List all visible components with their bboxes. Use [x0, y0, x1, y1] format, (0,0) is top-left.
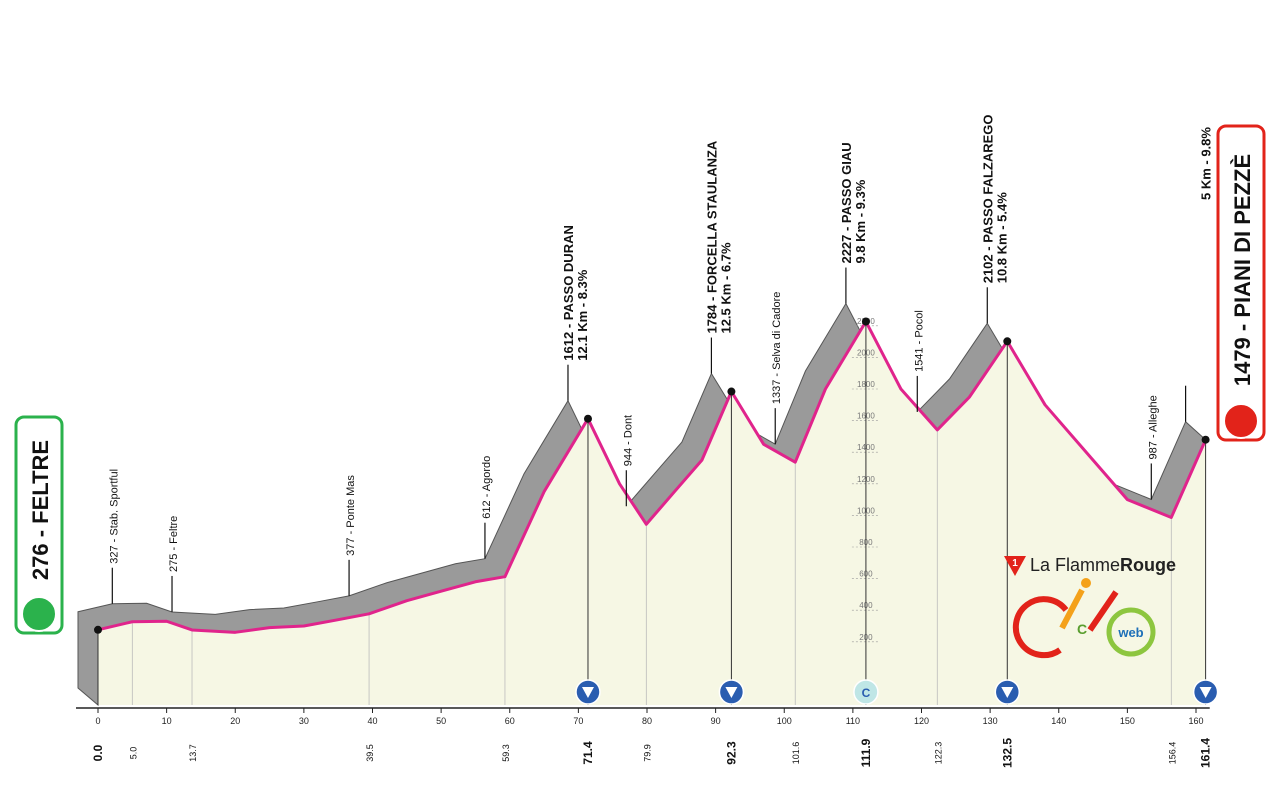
waypoint-km: 0.0 [91, 744, 105, 761]
waypoint-note: 9.8 Km - 9.3% [853, 179, 868, 263]
waypoint-note: 10.8 Km - 5.4% [994, 192, 1009, 283]
start-box [14, 415, 64, 635]
waypoint-name: 275 - Feltre [168, 516, 180, 572]
waypoint-note: 12.5 Km - 6.7% [718, 242, 733, 333]
logo-flamme: La FlammeRouge [1030, 555, 1176, 575]
x-tick-label: 120 [914, 716, 929, 726]
waypoint-name: 377 - Ponte Mas [345, 475, 357, 556]
logo-wheel [1106, 607, 1156, 657]
waypoint-marker [853, 679, 879, 705]
x-tick-label: 80 [642, 716, 652, 726]
waypoint-km: 59.3 [501, 744, 511, 762]
x-tick-label: 20 [230, 716, 240, 726]
marker-arrow [581, 687, 594, 698]
logo-rouge-part: Rouge [1120, 555, 1176, 575]
finish-label: 1479 - PIANI DI PEZZÈ [1230, 154, 1255, 386]
summit-dot [1003, 337, 1012, 346]
waypoint-name: 987 - Alleghe [1147, 395, 1159, 459]
summit-dot [861, 317, 870, 326]
waypoint-km: 5.0 [128, 747, 138, 760]
start-label: 276 - FELTRE [28, 440, 53, 580]
logo-arc [1012, 596, 1069, 659]
logo: 1 La FlammeRouge C web [1004, 555, 1176, 659]
logo-stroke-2 [1087, 590, 1119, 632]
x-tick-label: 40 [367, 716, 377, 726]
waypoint-name: 1337 - Selva di Cadore [771, 292, 783, 405]
x-tick-label: 50 [436, 716, 446, 726]
profile-line [97, 320, 1207, 634]
waypoint-km: 101.6 [791, 742, 801, 765]
x-tick-label: 140 [1051, 716, 1066, 726]
logo-flamme-part: La Flamme [1030, 555, 1120, 575]
waypoint-name: 2102 - PASSO FALZAREGO [980, 114, 995, 283]
x-tick-label: 160 [1188, 716, 1203, 726]
x-tick-label: 70 [573, 716, 583, 726]
logo-stroke [1059, 588, 1085, 630]
summit-dot [583, 414, 592, 423]
waypoint-km: 156.4 [1167, 742, 1177, 765]
waypoint-name: 1612 - PASSO DURAN [561, 225, 576, 361]
waypoint-km: 122.3 [933, 742, 943, 765]
waypoint-km: 71.4 [581, 741, 595, 765]
waypoint-name: 1784 - FORCELLA STAULANZA [704, 140, 719, 333]
x-tick-label: 130 [983, 716, 998, 726]
x-tick-label: 110 [846, 716, 860, 726]
x-tick-label: 10 [162, 716, 172, 726]
marker-arrow [1199, 687, 1212, 698]
x-tick-label: 0 [95, 716, 100, 726]
x-tick-label: 90 [711, 716, 721, 726]
x-tick-label: 30 [299, 716, 309, 726]
marker-arrow [1001, 687, 1014, 698]
waypoint-km: 39.5 [365, 744, 375, 762]
summit-dot [1201, 435, 1210, 444]
waypoint-name: 612 - Agordo [481, 456, 493, 519]
marker-arrow [725, 687, 738, 698]
marker-label: C [862, 686, 871, 700]
waypoint-name: 2227 - PASSO GIAU [839, 142, 854, 263]
summit-dot [94, 625, 102, 634]
waypoint-name: 944 - Dont [622, 415, 634, 466]
logo-one: 1 [1012, 558, 1018, 569]
waypoint-km: 79.9 [642, 744, 652, 762]
summit-dot [727, 387, 736, 396]
finish-icon [1223, 403, 1259, 439]
profile-area [98, 321, 1206, 705]
waypoint-note: 12.1 Km - 8.3% [575, 269, 590, 360]
waypoint-km: 132.5 [1000, 738, 1014, 768]
start-icon [21, 596, 57, 632]
waypoint-note: 5 Km - 9.8% [1199, 127, 1214, 200]
waypoint-name: 1541 - Pocol [913, 310, 925, 372]
logo-dot [1081, 578, 1091, 588]
waypoint-name: 327 - Stab. Sportful [108, 469, 120, 564]
logo-c: C [1077, 621, 1087, 637]
x-tick-label: 150 [1120, 716, 1135, 726]
logo-flag [1004, 556, 1026, 576]
logo-web: web [1117, 625, 1143, 640]
waypoint-km: 161.4 [1199, 738, 1213, 768]
x-tick-label: 100 [777, 716, 792, 726]
waypoint-km: 111.9 [859, 738, 873, 767]
waypoint-km: 13.7 [188, 744, 198, 762]
waypoint-km: 92.3 [724, 741, 738, 765]
x-tick-label: 60 [505, 716, 515, 726]
finish-box [1216, 124, 1266, 442]
